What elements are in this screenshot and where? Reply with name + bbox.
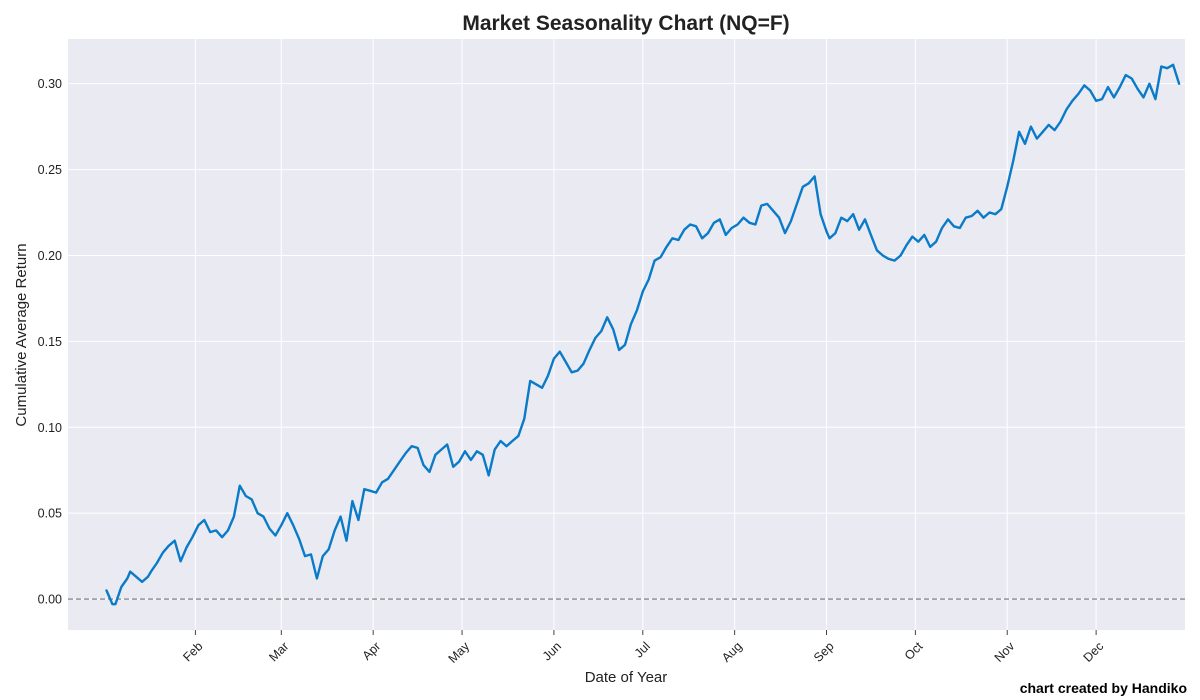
- chart-credit: chart created by Handiko: [1020, 680, 1187, 696]
- y-tick-label: 0.15: [38, 335, 62, 349]
- grid-lines: [68, 39, 1185, 630]
- seasonality-series-line: [105, 63, 1181, 606]
- y-tick-label: 0.05: [38, 507, 62, 521]
- plot-area: [68, 39, 1185, 630]
- y-tick-label: 0.25: [38, 163, 62, 177]
- y-tick-label: 0.10: [38, 421, 62, 435]
- y-tick-label: 0.00: [38, 593, 62, 607]
- chart-title: Market Seasonality Chart (NQ=F): [462, 12, 789, 35]
- y-tick-label: 0.20: [38, 249, 62, 263]
- y-tick-label: 0.30: [38, 77, 62, 91]
- y-axis-ticks: 0.00 0.05 0.10 0.15 0.20 0.25 0.30: [38, 77, 62, 606]
- x-axis-label: Date of Year: [585, 669, 668, 686]
- y-axis-label: Cumulative Average Return: [13, 243, 30, 426]
